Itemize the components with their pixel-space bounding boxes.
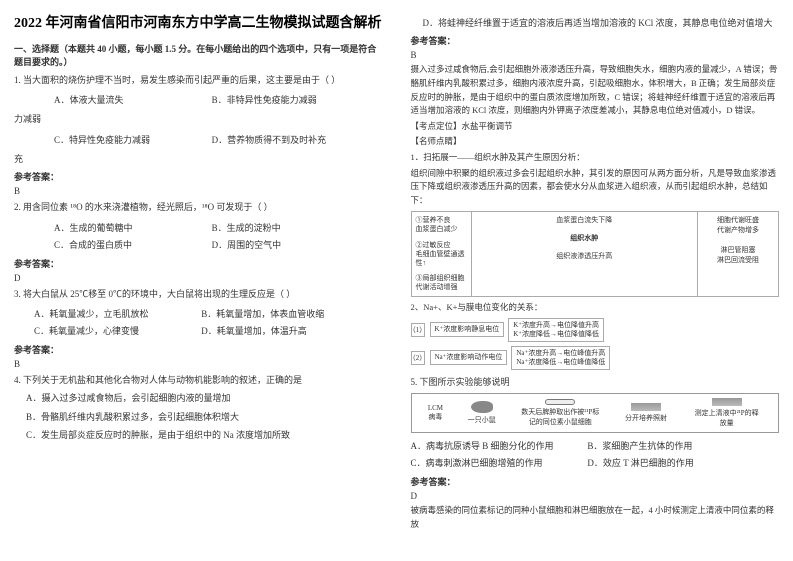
q1-opt-b: B．非特异性免疫能力减弱 (212, 93, 370, 106)
test-point: 【考点定位】水盐平衡调节 (411, 120, 780, 134)
q5-opt-d: D．效应 T 淋巴细胞的作用 (587, 456, 764, 469)
answer-5: D (411, 491, 780, 501)
lcm-step-b: 数天后脾肿取出作被²¹P标记的同位素小鼠细胞 (520, 399, 600, 427)
right-column: D．将蛙神经纤维置于适宜的溶液后再适当增加溶液的 KCl 浓度，其静息电位绝对值… (397, 0, 793, 561)
q2-opt-d: D．周围的空气中 (212, 238, 370, 251)
eq-num-1: （1） (411, 323, 425, 337)
q1-opt-a: A．体液大量流失 (54, 93, 212, 106)
q1-cont2: 充 (14, 152, 383, 166)
eq1-left: K⁺浓度影响静息电位 (430, 322, 505, 337)
d-mid2: 组织液渗透压升高 (476, 252, 694, 262)
q4-opt-c: C．发生局部炎症反应时的肿胀，是由于组织中的 Na 浓度增加所致 (26, 428, 383, 442)
lcm-label: LCM 病毒 (428, 404, 443, 422)
eq1-right: K⁺浓度升高→电位降值升高 K⁺浓度降低→电位降值降低 (508, 318, 604, 342)
lcm-b: 数天后脾肿取出作被²¹P标记的同位素小鼠细胞 (520, 407, 600, 427)
q2-options: A．生成的葡萄糖中 B．生成的淀粉中 C．合成的蛋白质中 D．周围的空气中 (54, 219, 383, 253)
d-center: 组织水肿 (476, 234, 694, 244)
lcm-c: 分开培养照射 (625, 413, 667, 423)
left-column: 2022 年河南省信阳市河南东方中学高二生物模拟试题含解析 一、选择题（本题共 … (0, 0, 397, 561)
diagram-right: 细胞代谢旺盛 代谢产物增多 淋巴管阻塞 淋巴回流受阻 (698, 212, 778, 296)
q1-options2: C．特异性免疫能力减弱 D．营养物质得不到及时补充 (54, 131, 383, 148)
d-left1: ①营养不良 血浆蛋白减少 (416, 216, 467, 234)
question-4: 4. 下列关于无机盐和其他化合物对人体与动物机能影响的叙述，正确的是 (14, 373, 383, 387)
eq-num-2: （2） (411, 351, 425, 365)
q3-options: A．耗氧量减少，立毛肌放松 B．耗氧量增加，体表血管收缩 C．耗氧量减少，心律变… (34, 305, 383, 339)
q5-opt-a: A．病毒抗原诱导 B 细胞分化的作用 (411, 439, 588, 452)
block-icon-2 (712, 398, 742, 406)
lcm-step-d: 测定上清液中²¹P的释放量 (692, 398, 762, 428)
lcm-step-c: 分开培养照射 (625, 403, 667, 423)
lcm-d: 测定上清液中²¹P的释放量 (692, 408, 762, 428)
dish-icon (545, 399, 575, 405)
section-1-header: 一、选择题（本题共 40 小题，每小题 1.5 分。在每小题给出的四个选项中，只… (14, 42, 383, 68)
q4-opt-d: D．将蛙神经纤维置于适宜的溶液后再适当增加溶液的 KCl 浓度，其静息电位绝对值… (423, 16, 780, 30)
d-mid1: 血浆蛋白流失下降 (476, 216, 694, 226)
lcm-diagram: LCM 病毒 一只小鼠 数天后脾肿取出作被²¹P标记的同位素小鼠细胞 分开培养照… (411, 393, 780, 433)
answer-label-1: 参考答案： (14, 170, 383, 183)
question-1: 1. 当大面积的烧伤护理不当时，易发生感染而引起严重的后果，这主要是由于（ ） (14, 73, 383, 87)
equation-1: （1） K⁺浓度影响静息电位 K⁺浓度升高→电位降值升高 K⁺浓度降低→电位降值… (411, 317, 780, 343)
exam-title: 2022 年河南省信阳市河南东方中学高二生物模拟试题含解析 (14, 12, 383, 32)
question-5: 5. 下图所示实验能够说明 (411, 375, 780, 389)
q3-opt-d: D．耗氧量增加，体温升高 (201, 324, 368, 337)
question-2: 2. 用含同位素 ¹⁸O 的水来浇灌植物，经光照后，¹⁸O 可发现于（ ） (14, 200, 383, 214)
mouse-icon (471, 401, 493, 413)
answer-3: B (14, 359, 383, 369)
q4-opt-a: A．摄入过多过咸食物后，会引起细胞内液的量增加 (26, 391, 383, 405)
answer-label-3: 参考答案： (14, 343, 383, 356)
diagram-mid: 血浆蛋白流失下降 组织水肿 组织液渗透压升高 (472, 212, 699, 296)
answer-4: B (411, 50, 780, 60)
q2-opt-c: C．合成的蛋白质中 (54, 238, 212, 251)
lcm-a: 一只小鼠 (468, 415, 496, 425)
q1-opt-c: C．特异性免疫能力减弱 (54, 133, 212, 146)
d-left3: ③局部组织细胞 代谢活动增强 (416, 274, 467, 292)
answer-1: B (14, 186, 383, 196)
q3-opt-b: B．耗氧量增加，体表血管收缩 (201, 307, 368, 320)
q2-opt-a: A．生成的葡萄糖中 (54, 221, 212, 234)
point-1b: 组织间隙中积聚的组织液过多会引起组织水肿，其引发的原因可从两方面分析，凡是导致血… (411, 167, 780, 208)
lcm-sub: 病毒 (428, 412, 443, 422)
eq2-right: Na⁺浓度升高→电位峰值升高 Na⁺浓度降低→电位峰值降低 (511, 346, 610, 370)
point-2: 2、Na+、K+与膜电位变化的关系： (411, 301, 780, 315)
lcm-text: LCM (428, 404, 443, 412)
q5-opt-c: C．病毒刺激淋巴细胞增殖的作用 (411, 456, 588, 469)
eq2-left: Na⁺浓度影响动作电位 (430, 350, 508, 365)
diagram-tissue-edema: ①营养不良 血浆蛋白减少 ②过敏反应 毛细血管壁通透性↑ ③局部组织细胞 代谢活… (411, 211, 780, 297)
d-left2: ②过敏反应 毛细血管壁通透性↑ (416, 241, 467, 268)
d-right1: 细胞代谢旺盛 代谢产物增多 (702, 216, 774, 236)
q2-opt-b: B．生成的淀粉中 (212, 221, 370, 234)
point-1: 1．扫拓展一——组织水肿及其产生原因分析： (411, 151, 780, 165)
question-3: 3. 将大白鼠从 25℃移至 0℃的环境中，大白鼠将出现的生理反应是（ ） (14, 287, 383, 301)
teacher-tips: 【名师点睛】 (411, 135, 780, 149)
q3-opt-c: C．耗氧量减少，心律变慢 (34, 324, 201, 337)
explanation-4: 摄入过多过咸食物后,会引起细胞外液渗透压升高，导致细胞失水，细胞内液的量减少，A… (411, 63, 780, 117)
q1-opt-d: D．营养物质得不到及时补充 (212, 133, 370, 146)
answer-label-2: 参考答案： (14, 257, 383, 270)
equation-2: （2） Na⁺浓度影响动作电位 Na⁺浓度升高→电位峰值升高 Na⁺浓度降低→电… (411, 345, 780, 371)
q5-opt-b: B．浆细胞产生抗体的作用 (587, 439, 764, 452)
answer-2: D (14, 273, 383, 283)
q4-opt-b: B．骨骼肌纤维内乳酸积累过多，会引起细胞体积增大 (26, 410, 383, 424)
q5-options: A．病毒抗原诱导 B 细胞分化的作用 B．浆细胞产生抗体的作用 C．病毒刺激淋巴… (411, 437, 780, 471)
q3-opt-a: A．耗氧量减少，立毛肌放松 (34, 307, 201, 320)
explanation-5: 被病毒感染的同位素标记的同种小鼠细胞和淋巴细胞放在一起，4 小时候测定上清液中同… (411, 504, 780, 531)
q1-cont: 力减弱 (14, 112, 383, 126)
q1-options: A．体液大量流失 B．非特异性免疫能力减弱 (54, 91, 383, 108)
answer-label-5: 参考答案： (411, 475, 780, 488)
diagram-left-cells: ①营养不良 血浆蛋白减少 ②过敏反应 毛细血管壁通透性↑ ③局部组织细胞 代谢活… (412, 212, 472, 296)
block-icon (631, 403, 661, 411)
d-right3: 淋巴管阻塞 淋巴回流受阻 (702, 246, 774, 266)
lcm-mouse: 一只小鼠 (468, 401, 496, 425)
answer-label-4: 参考答案： (411, 34, 780, 47)
